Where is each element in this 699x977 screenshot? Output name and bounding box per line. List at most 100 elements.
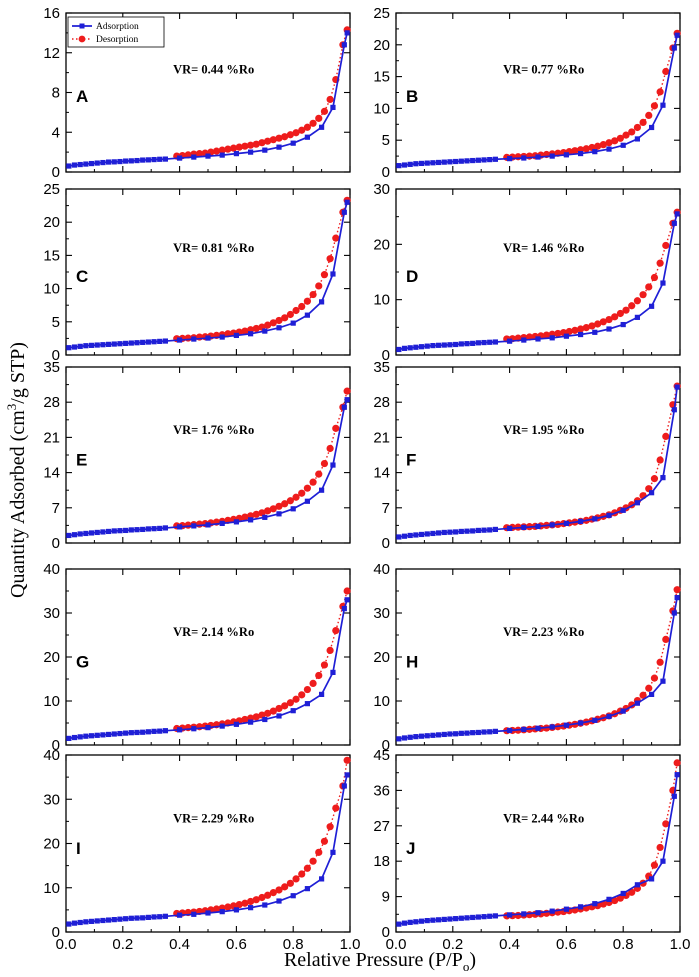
- adsorption-point: [100, 159, 106, 166]
- desorption-point: [224, 903, 232, 911]
- desorption-point: [235, 143, 243, 151]
- adsorption-point: [592, 149, 598, 155]
- adsorption-line: [68, 774, 348, 925]
- adsorption-point: [453, 529, 459, 535]
- adsorption-point: [162, 913, 168, 919]
- adsorption-point: [151, 339, 157, 345]
- desorption-point: [622, 306, 630, 314]
- adsorption-point: [319, 299, 325, 305]
- adsorption-point: [592, 329, 598, 335]
- desorption-point: [309, 290, 317, 299]
- desorption-point: [320, 459, 329, 468]
- desorption-point: [252, 713, 260, 721]
- adsorption-line: [68, 599, 348, 740]
- x-tick-label: 0.4: [499, 936, 520, 953]
- adsorption-point: [475, 157, 481, 163]
- panel-letter: F: [406, 451, 416, 470]
- adsorption-point: [424, 160, 430, 166]
- desorption-point: [582, 324, 590, 332]
- adsorption-point: [671, 220, 677, 226]
- adsorption-point: [671, 610, 677, 616]
- desorption-point: [298, 126, 306, 134]
- adsorption-point: [401, 345, 408, 351]
- adsorption-point: [475, 527, 481, 534]
- adsorption-point: [330, 104, 336, 111]
- desorption-point: [628, 302, 636, 310]
- desorption-point: [303, 123, 311, 131]
- adsorption-point: [233, 151, 239, 157]
- desorption-point: [662, 635, 670, 644]
- desorption-point: [281, 314, 289, 322]
- adsorption-point: [396, 534, 402, 540]
- y-tick-label: 0: [52, 164, 60, 181]
- adsorption-point: [535, 725, 541, 731]
- adsorption-point: [330, 462, 336, 468]
- desorption-point: [247, 141, 255, 149]
- adsorption-point: [128, 730, 134, 736]
- adsorption-point: [290, 320, 296, 326]
- adsorption-point: [441, 916, 447, 923]
- adsorption-point: [83, 161, 89, 167]
- legend: Adsorption Desorption: [67, 16, 165, 48]
- y-tick-label: 5: [382, 132, 390, 149]
- adsorption-point: [83, 733, 89, 739]
- adsorption-point: [470, 730, 476, 736]
- adsorption-point: [177, 524, 183, 530]
- adsorption-point: [521, 155, 527, 161]
- desorption-point: [650, 273, 659, 282]
- panel-h: 0 10 20 30 40 H VR= 2.23 %Ro: [373, 561, 681, 754]
- adsorption-point: [487, 156, 493, 163]
- adsorption-point: [88, 733, 95, 739]
- desorption-point: [343, 387, 351, 395]
- panel-letter: B: [406, 87, 418, 106]
- adsorption-point: [157, 338, 163, 344]
- desorption-point: [650, 861, 659, 869]
- panel-letter: I: [76, 839, 81, 858]
- adsorption-point: [117, 528, 123, 534]
- adsorption-point: [77, 734, 83, 740]
- adsorption-point: [83, 343, 89, 349]
- adsorption-point: [319, 876, 325, 882]
- adsorption-point: [290, 708, 296, 714]
- y-tick-label: 0: [52, 924, 60, 941]
- adsorption-point: [94, 342, 100, 348]
- adsorption-point: [106, 917, 112, 923]
- adsorption-point: [145, 157, 151, 163]
- y-axis-title-rest: /g STP): [7, 342, 29, 404]
- adsorption-point: [464, 158, 470, 164]
- y-tick-label: 16: [43, 5, 60, 22]
- adsorption-point: [487, 339, 493, 345]
- panel-letter: G: [76, 653, 89, 672]
- desorption-point: [275, 316, 283, 325]
- panel-g: 0 10 20 30 40 G VR= 2.14 %Ro: [43, 561, 351, 754]
- desorption-point: [577, 325, 585, 333]
- adsorption-point: [219, 909, 225, 915]
- adsorption-point: [634, 700, 640, 706]
- desorption-point: [645, 111, 653, 119]
- adsorption-point: [453, 341, 459, 348]
- panel-letter: C: [76, 267, 88, 286]
- adsorption-point: [620, 507, 626, 513]
- adsorption-point: [549, 153, 555, 159]
- desorption-point: [343, 587, 351, 595]
- desorption-point: [269, 319, 277, 327]
- adsorption-point: [401, 533, 408, 539]
- desorption-point: [275, 886, 283, 894]
- y-axis-title: Quantity Adsorbed (cm3/g STP): [4, 342, 29, 598]
- desorption-point: [650, 102, 659, 110]
- adsorption-point: [606, 512, 612, 518]
- adsorption-point: [341, 209, 347, 215]
- adsorption-point: [396, 163, 402, 169]
- adsorption-point: [418, 918, 425, 924]
- x-tick-label: 0.8: [613, 936, 634, 953]
- y-tick-label: 7: [382, 500, 390, 517]
- adsorption-point: [649, 876, 655, 882]
- adsorption-point: [83, 919, 89, 925]
- desorption-point: [605, 315, 613, 324]
- adsorption-point: [344, 199, 350, 205]
- adsorption-point: [430, 732, 436, 738]
- adsorption-point: [94, 732, 100, 738]
- adsorption-point: [111, 528, 117, 534]
- y-tick-label: 28: [43, 394, 60, 411]
- y-tick-label: 27: [373, 818, 390, 835]
